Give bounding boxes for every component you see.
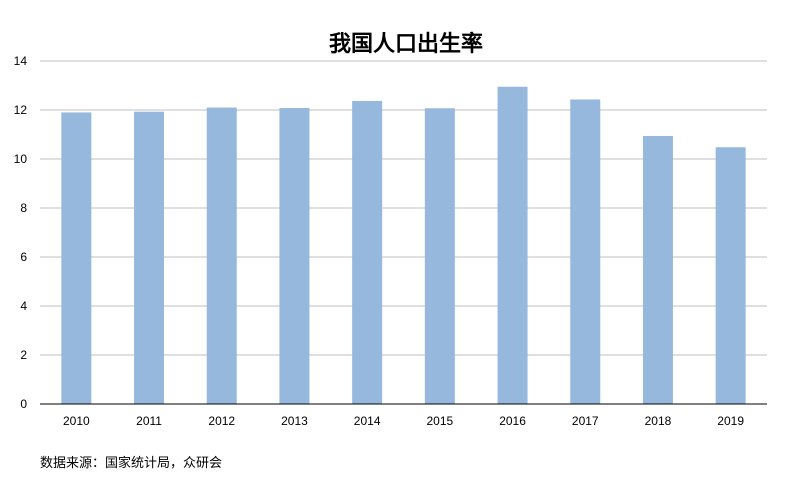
y-tick-label: 14 [14, 54, 28, 68]
y-tick-label: 4 [20, 299, 27, 313]
bar-2011 [134, 111, 165, 404]
y-tick-label: 2 [20, 348, 27, 362]
bar-2017 [570, 99, 601, 404]
y-axis-ticks: 0 2 4 6 8 10 12 14 [14, 54, 28, 411]
bar-2014 [352, 100, 383, 404]
chart-title: 我国人口出生率 [328, 32, 483, 57]
bar-2010 [61, 112, 92, 404]
source-note: 数据来源：国家统计局，众研会 [40, 456, 223, 471]
bar-2015 [424, 108, 455, 404]
x-tick-label: 2019 [717, 414, 744, 428]
x-tick-label: 2014 [354, 414, 381, 428]
y-tick-label: 10 [14, 152, 28, 166]
x-tick-label: 2013 [281, 414, 308, 428]
bar-2013 [279, 108, 310, 404]
x-tick-label: 2010 [63, 414, 90, 428]
x-tick-label: 2018 [645, 414, 672, 428]
y-tick-label: 0 [20, 397, 27, 411]
x-tick-label: 2011 [136, 414, 162, 428]
bar-2012 [206, 107, 237, 405]
x-tick-label: 2015 [426, 414, 453, 428]
y-tick-label: 12 [14, 103, 28, 117]
bar-2016 [497, 86, 528, 404]
x-tick-label: 2012 [208, 414, 235, 428]
x-tick-label: 2016 [499, 414, 526, 428]
y-tick-label: 8 [20, 201, 27, 215]
x-tick-label: 2017 [572, 414, 599, 428]
bar-2019 [715, 147, 746, 405]
bars [61, 86, 746, 405]
bar-2018 [642, 135, 673, 404]
x-axis-ticks: 2010 2011 2012 2013 2014 2015 2016 2017 2018 2019 [63, 414, 744, 428]
y-tick-label: 6 [20, 250, 27, 264]
